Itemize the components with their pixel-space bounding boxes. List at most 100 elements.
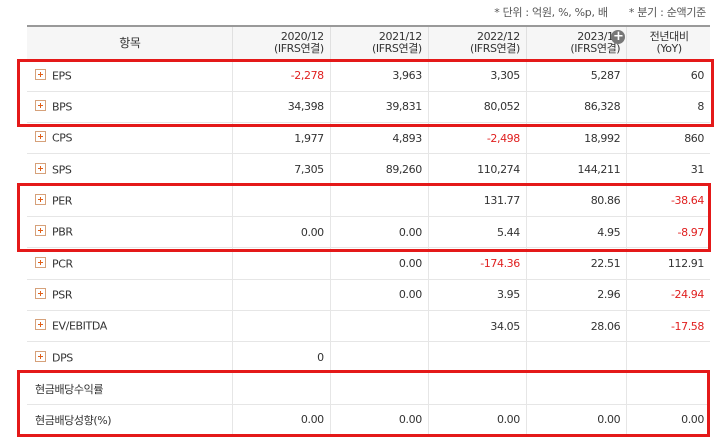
table-row: PCR 0.00 -174.36 22.51 112.91 (27, 247, 710, 280)
value-cell: 22.51 (525, 247, 627, 280)
value-cell: 0.00 (329, 216, 429, 249)
row-label-cell[interactable]: CPS (27, 122, 233, 155)
row-label-cell[interactable]: PSR (27, 279, 233, 311)
table-row: EPS -2,278 3,963 3,305 5,287 60 (27, 60, 710, 92)
expand-plus-icon[interactable] (35, 319, 46, 331)
row-label: EV/EBITDA (52, 319, 107, 333)
table-row: DPS 0 (27, 341, 710, 374)
header-col-2021: 2021/12 (IFRS연결) (329, 25, 429, 61)
expand-plus-icon[interactable] (35, 350, 46, 362)
row-label-cell[interactable]: DPS (27, 341, 233, 374)
value-cell: 89,260 (329, 153, 429, 186)
expand-plus-icon[interactable] (35, 287, 46, 299)
expand-plus-icon[interactable] (35, 162, 46, 174)
value-cell (525, 372, 627, 405)
value-cell: -174.36 (427, 247, 527, 280)
row-label-cell[interactable]: SPS (27, 153, 233, 186)
value-cell: 0.00 (626, 404, 710, 437)
expand-plus-icon[interactable] (35, 68, 46, 80)
value-cell: -24.94 (626, 279, 710, 311)
row-label-cell[interactable]: PCR (27, 247, 233, 280)
value-cell: 0.00 (427, 404, 527, 437)
value-cell: 0.00 (525, 404, 627, 437)
value-cell: 5.44 (427, 216, 527, 249)
value-cell: 3,305 (427, 60, 527, 92)
expand-plus-icon[interactable] (35, 194, 46, 206)
value-cell: 7,305 (231, 153, 331, 186)
plus-circle-icon[interactable]: + (611, 29, 626, 44)
value-cell (231, 372, 331, 405)
value-cell (626, 341, 710, 374)
value-cell: 1,977 (231, 122, 331, 155)
table-row: EV/EBITDA 34.05 28.06 -17.58 (27, 310, 710, 343)
value-cell (427, 372, 527, 405)
value-cell: 144,211 (525, 153, 627, 186)
value-cell: 2.96 (525, 279, 627, 311)
expand-plus-icon[interactable] (35, 256, 46, 268)
value-cell: 112.91 (626, 247, 710, 280)
table-row: BPS 34,398 39,831 80,052 86,328 8 (27, 91, 710, 124)
expand-plus-icon[interactable] (35, 131, 46, 143)
row-label: DPS (52, 351, 73, 365)
value-cell: 0.00 (329, 279, 429, 311)
value-cell: 0.00 (329, 404, 429, 437)
financial-ratio-table: 항목 2020/12 (IFRS연결) 2021/12 (IFRS연결) 2022/… (27, 25, 710, 437)
value-cell: 31 (626, 153, 710, 186)
value-cell (626, 372, 710, 405)
header-col-2022: 2022/12 (IFRS연결) (427, 25, 527, 61)
row-label: CPS (52, 131, 73, 145)
row-label: PCR (52, 257, 73, 271)
table-header-row: 항목 2020/12 (IFRS연결) 2021/12 (IFRS연결) 2022/… (27, 25, 710, 61)
value-cell: 0 (231, 341, 331, 374)
value-cell: -17.58 (626, 310, 710, 343)
value-cell: 8 (626, 91, 710, 124)
row-label-cell[interactable]: PBR (27, 216, 233, 249)
value-cell (525, 341, 627, 374)
value-cell (231, 247, 331, 280)
row-label-cell[interactable]: EPS (27, 60, 233, 92)
value-cell: 131.77 (427, 185, 527, 217)
value-cell: 860 (626, 122, 710, 155)
value-cell: 0.00 (231, 404, 331, 437)
row-label-cell[interactable]: PER (27, 185, 233, 217)
value-cell: 18,992 (525, 122, 627, 155)
table-row: 현금배당수익률 (27, 372, 710, 405)
value-cell: 0.00 (329, 247, 429, 280)
table-row: PER 131.77 80.86 -38.64 (27, 185, 710, 217)
value-cell: 80,052 (427, 91, 527, 124)
row-label: SPS (52, 163, 72, 177)
value-cell: 3,963 (329, 60, 429, 92)
value-cell (231, 279, 331, 311)
value-cell: 3.95 (427, 279, 527, 311)
row-label-cell: 현금배당수익률 (27, 372, 233, 405)
row-label: EPS (52, 69, 72, 83)
row-label-cell: 현금배당성향(%) (27, 404, 233, 437)
value-cell: 86,328 (525, 91, 627, 124)
row-label: PSR (52, 288, 73, 302)
value-cell: 5,287 (525, 60, 627, 92)
value-cell: 110,274 (427, 153, 527, 186)
table-row: 현금배당성향(%) 0.00 0.00 0.00 0.00 0.00 (27, 404, 710, 437)
value-cell: 39,831 (329, 91, 429, 124)
value-cell (329, 310, 429, 343)
value-cell (329, 372, 429, 405)
expand-plus-icon[interactable] (35, 225, 46, 237)
header-col-2020: 2020/12 (IFRS연결) (231, 25, 331, 61)
value-cell (329, 185, 429, 217)
row-label-cell[interactable]: BPS (27, 91, 233, 124)
value-cell (231, 310, 331, 343)
expand-plus-icon[interactable] (35, 100, 46, 112)
value-cell: -8.97 (626, 216, 710, 249)
table-row: CPS 1,977 4,893 -2,498 18,992 860 (27, 122, 710, 155)
row-label-cell[interactable]: EV/EBITDA (27, 310, 233, 343)
period-note-text: * 분기 : 순액기준 (628, 6, 706, 19)
value-cell: 4.95 (525, 216, 627, 249)
unit-note: * 단위 : 억원, %, %p, 배 * 분기 : 순액기준 (476, 4, 706, 20)
table-row: PBR 0.00 0.00 5.44 4.95 -8.97 (27, 216, 710, 249)
header-col-yoy: 전년대비 (YoY) (626, 25, 710, 61)
header-item: 항목 (27, 25, 233, 61)
value-cell: 34.05 (427, 310, 527, 343)
row-label: 현금배당수익률 (35, 382, 104, 396)
value-cell: 28.06 (525, 310, 627, 343)
value-cell (427, 341, 527, 374)
